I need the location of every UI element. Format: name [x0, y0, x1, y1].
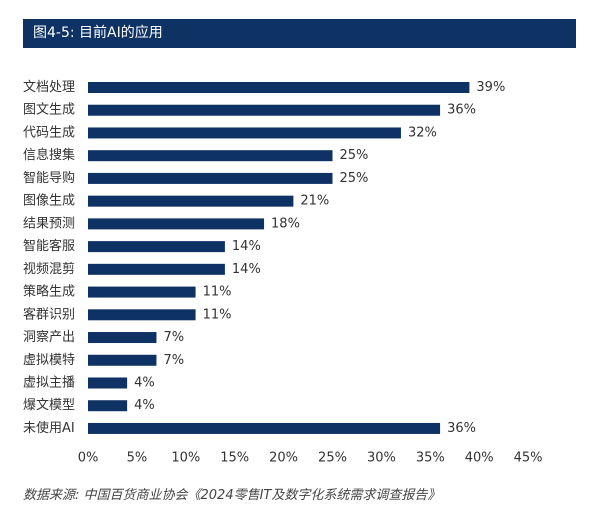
bar — [88, 150, 333, 162]
category-label: 结果预测 — [23, 216, 75, 231]
data-label: 14% — [232, 262, 261, 277]
data-label: 39% — [476, 80, 505, 95]
data-label: 4% — [134, 375, 155, 390]
category-label: 洞察产出 — [23, 330, 75, 345]
x-tick-label: 5% — [127, 451, 148, 466]
x-tick-label: 30% — [367, 451, 396, 466]
data-label: 18% — [271, 216, 300, 231]
x-tick-label: 35% — [416, 451, 445, 466]
data-label: 32% — [408, 125, 437, 140]
category-label: 策略生成 — [23, 284, 75, 300]
data-label: 36% — [447, 421, 476, 436]
x-tick-label: 20% — [269, 451, 298, 466]
data-label: 4% — [134, 398, 155, 413]
x-tick-label: 10% — [171, 451, 200, 466]
chart-title: 图4-5: 目前AI的应用 — [33, 25, 163, 41]
bar — [88, 172, 333, 184]
category-label: 虚拟模特 — [23, 353, 75, 368]
bar — [88, 82, 470, 93]
source-note: 数据来源: 中国百货商业协会《2024零售IT及数字化系统需求调查报告》 — [23, 488, 441, 503]
bar — [88, 332, 157, 344]
category-label: 图文生成 — [23, 103, 75, 118]
category-label: 视频混剪 — [23, 261, 75, 277]
category-label: 未使用AI — [23, 420, 75, 436]
data-label: 25% — [340, 148, 369, 163]
data-label: 7% — [163, 330, 184, 345]
data-label: 14% — [232, 239, 261, 254]
data-label: 11% — [203, 285, 232, 300]
category-label: 信息搜集 — [23, 147, 75, 163]
bar — [88, 400, 128, 412]
bar — [88, 241, 225, 253]
bar — [88, 377, 128, 389]
category-label: 客群识别 — [23, 306, 75, 322]
category-label: 智能导购 — [23, 170, 75, 186]
category-label: 代码生成 — [23, 125, 75, 140]
category-label: 图像生成 — [23, 194, 75, 209]
data-label: 36% — [447, 103, 476, 118]
x-tick-label: 40% — [465, 451, 494, 466]
bar — [88, 127, 401, 139]
category-label: 爆文模型 — [23, 398, 75, 413]
data-label: 7% — [163, 353, 184, 368]
bar — [88, 422, 441, 434]
bar — [88, 354, 157, 366]
bar — [88, 309, 196, 321]
category-label: 智能客服 — [23, 238, 75, 254]
chart-header: 图4-5: 目前AI的应用 — [23, 19, 576, 48]
bar — [88, 195, 294, 207]
x-tick-label: 25% — [318, 451, 347, 466]
x-tick-label: 45% — [514, 451, 543, 466]
category-label: 虚拟主播 — [23, 375, 75, 390]
data-label: 21% — [300, 194, 329, 209]
bar — [88, 286, 196, 298]
category-label: 文档处理 — [23, 80, 75, 95]
bar — [88, 263, 225, 275]
data-label: 25% — [340, 171, 369, 186]
x-tick-label: 15% — [220, 451, 249, 466]
data-label: 11% — [203, 307, 232, 322]
bar — [88, 218, 265, 230]
bar — [88, 104, 441, 116]
x-tick-label: 0% — [78, 451, 99, 466]
